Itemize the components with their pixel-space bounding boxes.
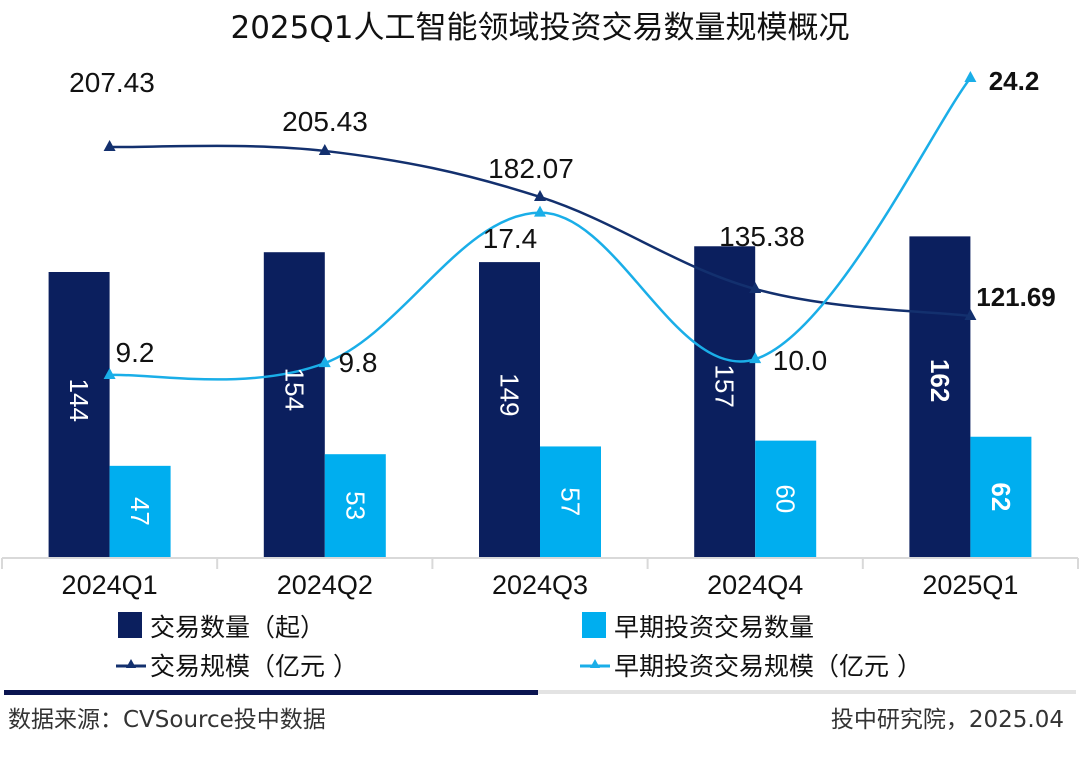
bar-deal-count	[909, 236, 971, 557]
legend-swatch-deal-count	[118, 612, 142, 638]
legend-label-deal-count: 交易数量（起）	[150, 613, 325, 642]
line-label-early-scale: 10.0	[773, 345, 828, 376]
bar-early-count	[324, 454, 386, 557]
bar-deal-count	[263, 252, 325, 558]
legend-swatch-early-count	[582, 612, 606, 638]
line-label-early-scale: 17.4	[483, 223, 538, 254]
line-label-deal-scale: 135.38	[719, 221, 805, 252]
legend: 交易数量（起） 早期投资交易数量 交易规模（亿元 ） 早期投资交易规模（亿元 ）	[116, 612, 922, 681]
bar-label-early-count: 47	[125, 497, 155, 526]
bar-label-deal-count: 149	[495, 373, 525, 416]
triangle-marker-icon	[126, 659, 136, 668]
legend-item-early-count[interactable]: 早期投资交易数量	[582, 612, 814, 642]
bar-label-early-count: 57	[556, 487, 586, 516]
line-label-deal-scale: 182.07	[488, 153, 574, 184]
bar-early-count	[109, 465, 171, 557]
point-early-scale	[534, 205, 546, 217]
point-deal-scale	[103, 140, 116, 151]
point-early-scale	[964, 71, 977, 82]
line-label-deal-scale: 205.43	[282, 106, 368, 137]
bar-label-deal-count: 154	[279, 368, 309, 411]
bar-label-deal-count: 157	[710, 364, 740, 407]
legend-item-early-scale[interactable]: 早期投资交易规模（亿元 ）	[580, 652, 922, 681]
line-label-early-scale: 9.2	[116, 337, 155, 368]
bar-label-deal-count: 144	[64, 379, 94, 422]
point-deal-scale	[964, 309, 977, 320]
point-deal-scale	[534, 189, 546, 201]
triangle-marker-icon	[590, 659, 600, 668]
bar-label-early-count: 62	[986, 482, 1016, 511]
bar-label-early-count: 60	[771, 484, 801, 513]
legend-label-early-scale: 早期投资交易规模（亿元 ）	[614, 652, 922, 681]
line-early-scale	[109, 77, 972, 381]
x-tick-label: 2025Q1	[922, 570, 1018, 600]
lines-layer	[103, 71, 977, 381]
bars-layer	[48, 236, 1032, 558]
point-early-scale	[749, 352, 762, 364]
bar-label-early-count: 53	[340, 491, 370, 520]
bar-early-count	[970, 436, 1032, 557]
x-tick-label: 2024Q2	[277, 570, 373, 600]
data-labels: 144 154 149 157 162 47 53 57 60 62 207.43 205.43 182…	[64, 66, 1056, 526]
credit-note: 投中研究院，2025.04	[831, 707, 1064, 733]
legend-item-deal-count[interactable]: 交易数量（起）	[118, 612, 325, 642]
x-axis: 2024Q1 2024Q2 2024Q3 2024Q4 2025Q1	[1, 557, 1079, 600]
point-early-scale	[103, 368, 116, 379]
bar-label-deal-count: 162	[925, 359, 955, 402]
bar-deal-count	[694, 246, 756, 558]
x-tick-label: 2024Q4	[707, 570, 803, 600]
footer-divider-light	[538, 690, 1076, 694]
legend-label-early-count: 早期投资交易数量	[614, 613, 814, 642]
point-deal-scale	[749, 282, 762, 294]
x-tick-label: 2024Q3	[492, 570, 588, 600]
bar-early-count	[755, 440, 817, 557]
line-label-early-scale: 9.8	[339, 347, 378, 378]
line-label-deal-scale: 207.43	[69, 67, 155, 98]
bar-early-count	[540, 446, 601, 557]
source-note: 数据来源：CVSource投中数据	[8, 707, 326, 733]
point-early-scale	[318, 356, 331, 368]
line-label-deal-scale: 121.69	[976, 282, 1056, 312]
legend-label-deal-scale: 交易规模（亿元 ）	[150, 652, 358, 681]
chart-title: 2025Q1人工智能领域投资交易数量规模概况	[230, 10, 849, 46]
point-deal-scale	[318, 143, 331, 155]
legend-item-deal-scale[interactable]: 交易规模（亿元 ）	[116, 652, 358, 681]
footer-divider-dark	[4, 690, 538, 695]
bar-deal-count	[48, 272, 110, 557]
line-label-early-scale: 24.2	[989, 66, 1040, 96]
bar-deal-count	[479, 262, 540, 557]
x-tick-label: 2024Q1	[62, 570, 158, 600]
